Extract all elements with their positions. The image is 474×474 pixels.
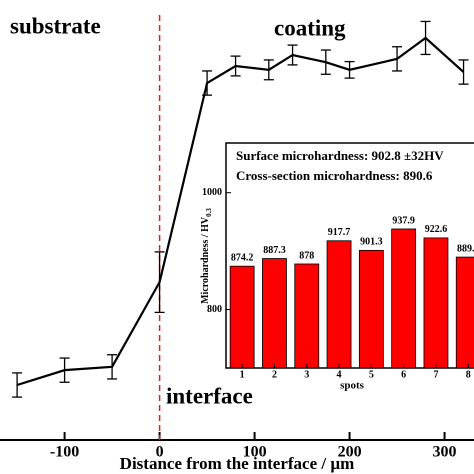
x-tick-label: 8 bbox=[466, 369, 471, 380]
error-bar bbox=[344, 60, 355, 79]
x-tick-label: 6 bbox=[401, 369, 406, 380]
y-tick-label: 800 bbox=[207, 304, 222, 315]
x-tick-label: 4 bbox=[337, 369, 342, 380]
bar bbox=[391, 228, 417, 369]
value-label: 887.3 bbox=[263, 245, 286, 256]
error-bar bbox=[12, 372, 23, 398]
annotation: Surface microhardness: 902.8 ±32HV bbox=[236, 148, 444, 163]
y-axis-label-main: Microhardness / HV bbox=[200, 216, 211, 304]
error-bar bbox=[392, 46, 403, 72]
annotation: coating bbox=[274, 15, 346, 40]
bar bbox=[294, 263, 320, 369]
x-tick-label: 3 bbox=[304, 369, 309, 380]
value-label: 874.2 bbox=[231, 252, 254, 263]
error-bar bbox=[202, 70, 213, 96]
x-tick-label: 300 bbox=[433, 444, 457, 461]
error-bar bbox=[230, 55, 241, 77]
bar bbox=[358, 249, 384, 369]
x-axis-label: Distance from the interface / µm bbox=[120, 454, 355, 473]
annotation: interface bbox=[166, 383, 253, 408]
error-bar bbox=[320, 49, 331, 75]
bar bbox=[455, 256, 474, 369]
value-label: 922.6 bbox=[425, 224, 448, 235]
x-tick-label: 2 bbox=[272, 369, 277, 380]
error-bar bbox=[458, 59, 469, 85]
x-tick-label: 1 bbox=[240, 369, 245, 380]
value-label: 917.7 bbox=[328, 227, 351, 238]
y-axis-label: Microhardness / HV0.3 bbox=[200, 208, 212, 304]
error-bar bbox=[287, 44, 298, 66]
bar bbox=[229, 265, 255, 369]
y-tick-label: 1000 bbox=[202, 187, 222, 198]
bar bbox=[262, 258, 287, 369]
annotation: substrate bbox=[10, 13, 101, 38]
x-tick-label: 0 bbox=[156, 444, 164, 461]
y-axis-label-sub: 0.3 bbox=[205, 208, 213, 217]
annotation: Cross-section microhardness: 890.6 bbox=[236, 168, 433, 183]
x-tick-label: 200 bbox=[338, 444, 362, 461]
x-tick-label: 5 bbox=[369, 369, 374, 380]
value-label: 937.9 bbox=[392, 215, 415, 226]
error-bar bbox=[263, 59, 274, 81]
bar bbox=[423, 237, 449, 369]
error-bar bbox=[154, 251, 165, 314]
value-label: 901.3 bbox=[360, 237, 383, 248]
x-axis-label: spots bbox=[340, 380, 365, 392]
x-tick-label: -100 bbox=[50, 444, 79, 461]
x-tick-label: 7 bbox=[433, 369, 438, 380]
error-bar bbox=[59, 357, 70, 383]
error-bar bbox=[107, 354, 118, 380]
bar bbox=[326, 240, 352, 369]
value-label: 889.8 bbox=[457, 243, 474, 254]
error-bar bbox=[420, 20, 431, 56]
x-tick-label: 100 bbox=[243, 444, 267, 461]
value-label: 878 bbox=[299, 250, 314, 261]
